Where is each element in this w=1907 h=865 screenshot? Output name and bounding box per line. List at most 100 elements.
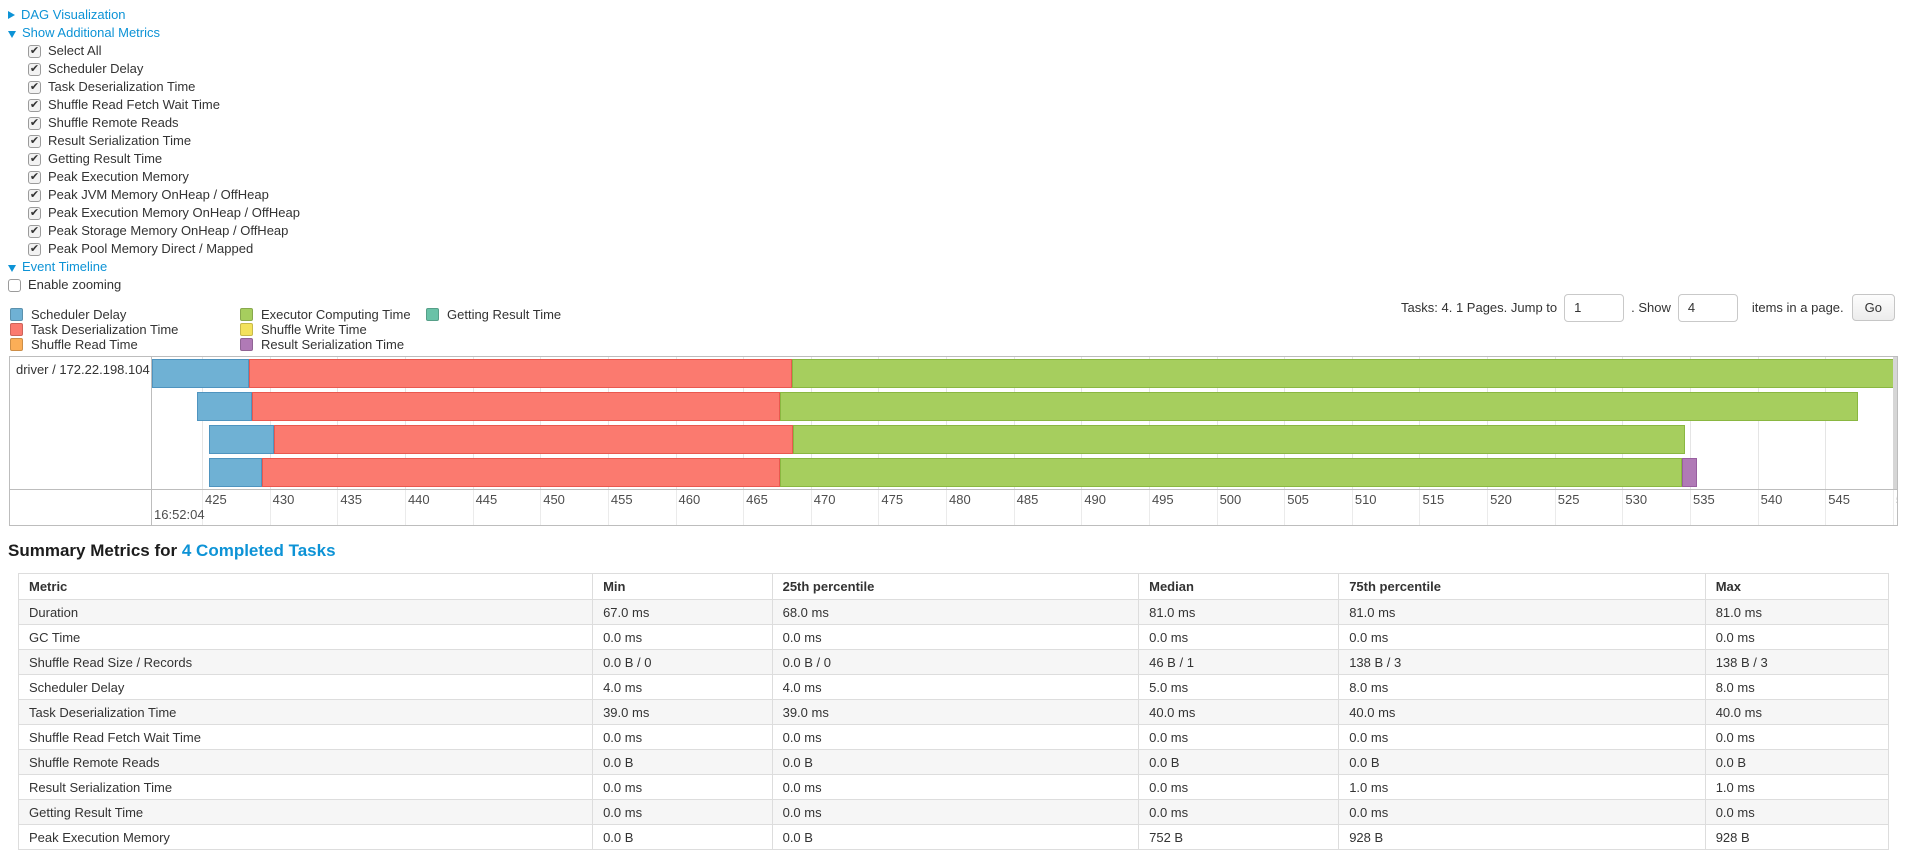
metric-value-cell: 8.0 ms xyxy=(1338,674,1706,700)
show-additional-metrics-toggle[interactable]: Show Additional Metrics xyxy=(8,24,300,42)
timeline-segment-task-deserialization[interactable] xyxy=(261,458,780,487)
metric-value-cell: 0.0 ms xyxy=(1338,724,1706,750)
timeline-row-label: driver / 172.22.198.104 xyxy=(16,362,150,377)
show-additional-metrics-link[interactable]: Show Additional Metrics xyxy=(22,25,161,40)
jump-to-page-input[interactable] xyxy=(1564,293,1625,322)
timeline-gridline xyxy=(1284,357,1286,489)
metric-checkbox[interactable]: ✔ xyxy=(28,188,41,202)
timeline-gridline xyxy=(1013,357,1015,489)
timeline-task-row xyxy=(152,458,1897,487)
metric-checkbox[interactable]: ✔ xyxy=(28,134,41,148)
metric-value-cell: 0.0 B xyxy=(592,749,773,775)
timeline-gridline xyxy=(1216,490,1218,525)
timeline-segment-scheduler-delay[interactable] xyxy=(208,425,274,454)
timeline-scrollbar[interactable] xyxy=(1893,357,1897,489)
timeline-segment-executor-computing[interactable] xyxy=(791,359,1897,388)
timeline-plot: 425 430 435 440 445 450 455 460 465 470 475 480 485 4… xyxy=(152,357,1897,525)
legend-label: Result Serialization Time xyxy=(261,337,405,352)
table-row: Scheduler Delay 4.0 ms 4.0 ms 5.0 ms 8.0 ms 8… xyxy=(17,674,1890,700)
dag-visualization-link[interactable]: DAG Visualization xyxy=(21,7,126,22)
enable-zooming-row: Enable zooming xyxy=(8,276,300,294)
metric-checkbox-label: Peak Pool Memory Direct / Mapped xyxy=(48,241,254,256)
metric-checkbox[interactable]: ✔ xyxy=(28,80,41,94)
timeline-segment-executor-computing[interactable] xyxy=(779,458,1682,487)
metric-value-cell: 928 B xyxy=(1338,824,1706,850)
metric-checkbox[interactable]: ✔ xyxy=(28,98,41,112)
metric-name-cell: GC Time xyxy=(17,624,594,650)
timeline-plot-body xyxy=(152,357,1897,489)
event-timeline-toggle[interactable]: Event Timeline xyxy=(8,258,300,276)
metric-checkbox-label: Scheduler Delay xyxy=(48,61,144,76)
legend-label: Task Deserialization Time xyxy=(31,322,179,337)
metric-name-cell: Shuffle Remote Reads xyxy=(17,749,594,775)
table-row: Shuffle Read Fetch Wait Time 0.0 ms 0.0 ms… xyxy=(17,724,1890,750)
timeline-segment-task-deserialization[interactable] xyxy=(249,359,792,388)
timeline-segment-task-deserialization[interactable] xyxy=(252,392,780,421)
timeline-gridline xyxy=(878,490,880,525)
metric-checkbox[interactable]: ✔ xyxy=(28,206,41,220)
metric-value-cell: 81.0 ms xyxy=(1704,599,1890,625)
metric-value-cell: 81.0 ms xyxy=(1138,599,1340,625)
metric-value-cell: 1.0 ms xyxy=(1704,774,1890,800)
metric-checkbox-row: ✔ Peak Storage Memory OnHeap / OffHeap xyxy=(28,222,300,240)
metric-value-cell: 4.0 ms xyxy=(592,674,773,700)
metric-value-cell: 0.0 B / 0 xyxy=(771,649,1140,675)
metric-checkbox[interactable]: ✔ xyxy=(28,152,41,166)
go-button[interactable]: Go xyxy=(1851,294,1895,321)
timeline-gridline xyxy=(337,490,339,525)
event-timeline-link[interactable]: Event Timeline xyxy=(22,259,108,274)
metric-value-cell: 8.0 ms xyxy=(1704,674,1890,700)
metric-value-cell: 40.0 ms xyxy=(1704,699,1890,725)
timeline-gridline xyxy=(1622,357,1624,489)
legend-item: Executor Computing Time xyxy=(240,307,426,322)
timeline-gridline xyxy=(1081,357,1083,489)
stage-page-controls: DAG Visualization Show Additional Metric… xyxy=(8,6,300,294)
timeline-gridline xyxy=(1554,490,1556,525)
timeline-segment-result-serialization[interactable] xyxy=(1681,458,1697,487)
metric-value-cell: 40.0 ms xyxy=(1138,699,1340,725)
shuffle-write-swatch-icon xyxy=(240,323,253,336)
timeline-segment-scheduler-delay[interactable] xyxy=(152,359,250,388)
axis-tick-label: 470 xyxy=(813,492,836,507)
timeline-segment-executor-computing[interactable] xyxy=(779,392,1858,421)
axis-tick-label: 495 xyxy=(1151,492,1174,507)
timeline-task-row xyxy=(152,359,1897,388)
metric-value-cell: 0.0 ms xyxy=(1138,774,1340,800)
metric-value-cell: 138 B / 3 xyxy=(1704,649,1890,675)
timeline-segment-scheduler-delay[interactable] xyxy=(208,458,262,487)
metric-value-cell: 0.0 B xyxy=(592,824,773,850)
axis-tick-label: 540 xyxy=(1760,492,1783,507)
metric-checkbox[interactable]: ✔ xyxy=(28,170,41,184)
axis-tick-label: 500 xyxy=(1219,492,1242,507)
dag-visualization-toggle[interactable]: DAG Visualization xyxy=(8,6,300,24)
metric-checkbox-label: Peak Execution Memory xyxy=(48,169,189,184)
timeline-segment-scheduler-delay[interactable] xyxy=(196,392,253,421)
summary-column-header: Min xyxy=(592,573,773,600)
timeline-segment-task-deserialization[interactable] xyxy=(273,425,794,454)
table-row: Shuffle Read Size / Records 0.0 B / 0 0.0 … xyxy=(17,649,1890,675)
metric-value-cell: 4.0 ms xyxy=(771,674,1140,700)
chevron-down-icon xyxy=(8,30,16,38)
timeline-gridline xyxy=(878,357,880,489)
metric-value-cell: 40.0 ms xyxy=(1338,699,1706,725)
metric-checkbox[interactable]: ✔ xyxy=(28,242,41,256)
metric-value-cell: 0.0 ms xyxy=(1138,624,1340,650)
axis-tick-label: 450 xyxy=(543,492,565,507)
legend-item: Task Deserialization Time xyxy=(10,322,240,337)
timeline-gridline xyxy=(404,357,406,489)
completed-tasks-link[interactable]: 4 Completed Tasks xyxy=(181,541,336,560)
metric-checkbox[interactable]: ✔ xyxy=(28,224,41,238)
items-per-page-input[interactable] xyxy=(1677,293,1738,322)
metric-value-cell: 0.0 ms xyxy=(1338,799,1706,825)
enable-zooming-checkbox[interactable] xyxy=(8,278,21,292)
metric-checkbox[interactable]: ✔ xyxy=(28,116,41,130)
timeline-gridline xyxy=(1148,490,1150,525)
metric-checkbox[interactable]: ✔ xyxy=(28,62,41,76)
timeline-gridline xyxy=(269,490,271,525)
timeline-gridline xyxy=(1284,490,1286,525)
timeline-segment-executor-computing[interactable] xyxy=(793,425,1685,454)
timeline-gridline xyxy=(1487,357,1489,489)
metric-checkbox-row: ✔ Scheduler Delay xyxy=(28,60,300,78)
metric-checkbox-row: ✔ Getting Result Time xyxy=(28,150,300,168)
metric-checkbox[interactable]: ✔ xyxy=(28,44,41,58)
